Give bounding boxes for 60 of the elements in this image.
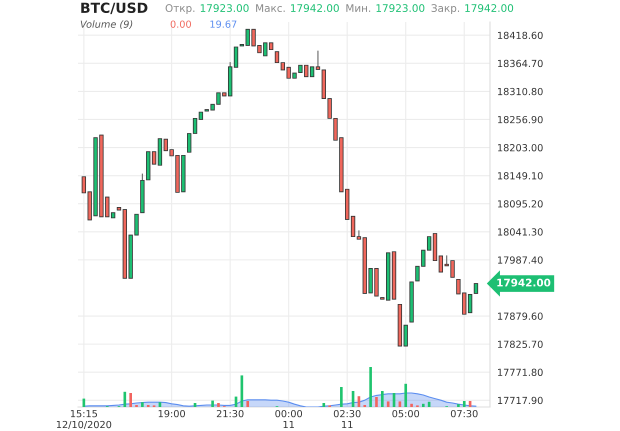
y-tick-label: 18149.10 [498,172,543,180]
bar [358,396,360,407]
bar [428,402,430,407]
x-tick-label: 07:30 [450,410,478,418]
y-tick-label: 18310.80 [498,88,543,96]
bar [211,400,214,407]
bar [386,401,390,407]
text: 17923.00 [376,4,424,12]
annotation: 17942.00 [497,278,550,287]
y-tick-label: 18095.20 [498,200,543,208]
bar [234,396,238,407]
text: Закр. [432,4,460,14]
bar [457,404,460,407]
bar [340,387,343,407]
x-tick-label: 19:00 [158,410,185,418]
x-tick-label: 02:30 11 [334,410,361,428]
bar [82,398,86,407]
y-tick-label: 18256.90 [498,116,543,124]
bar [158,402,162,407]
bar [392,393,396,407]
y-tick-label: 18418.60 [498,32,543,40]
bar [240,375,244,407]
text: Откр. [166,4,194,14]
annotation: 19.67 [210,20,236,28]
bar [217,403,220,407]
bar [322,403,326,407]
y-tick-label: 17771.80 [498,368,543,376]
y-tick-label: 17879.60 [498,312,543,320]
bar [124,392,126,407]
annotation: 0.00 [170,20,191,28]
bar [246,401,250,407]
bar [141,402,144,407]
x-tick-label: 15:15 12/10/2020 [56,410,112,429]
y-tick-label: 18041.30 [498,228,543,236]
chart-title: BTC/USD [81,2,148,14]
x-tick-label: 21:30 [216,410,244,418]
bar [369,367,372,407]
bar [375,397,378,407]
bar [381,391,384,407]
bar [468,401,472,407]
bar [398,401,402,407]
y-tick-label: 17987.40 [498,256,543,264]
bar [404,384,408,407]
y-tick-label: 17825.70 [498,340,543,348]
text: Макс. [256,4,285,12]
bar [129,393,132,407]
chart-title: Volume (9) [80,20,132,29]
text: 17942.00 [291,4,339,12]
bar [462,401,466,407]
bar [352,391,354,407]
text: Мин. [346,4,370,12]
x-tick-label: 00:00 11 [275,410,302,428]
y-tick-label: 17717.90 [498,396,543,404]
x-tick-label: 05:00 [392,410,420,418]
candlestick [474,283,478,294]
y-tick-label: 18364.70 [498,60,543,68]
y-tick-label: 18203.00 [498,144,543,152]
text: 17923.00 [200,4,249,12]
text: 17942.00 [465,4,514,12]
bar [194,403,196,407]
